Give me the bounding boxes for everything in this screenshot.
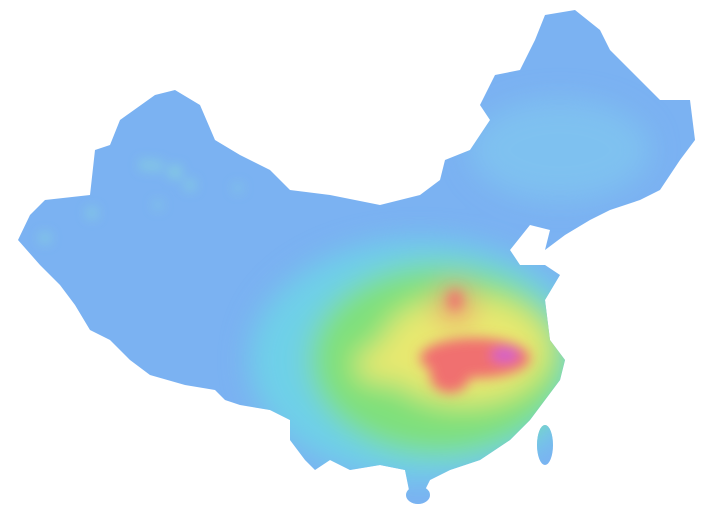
heat-layer	[250, 100, 650, 480]
hot-layer	[420, 290, 530, 393]
city-spots	[41, 161, 241, 242]
